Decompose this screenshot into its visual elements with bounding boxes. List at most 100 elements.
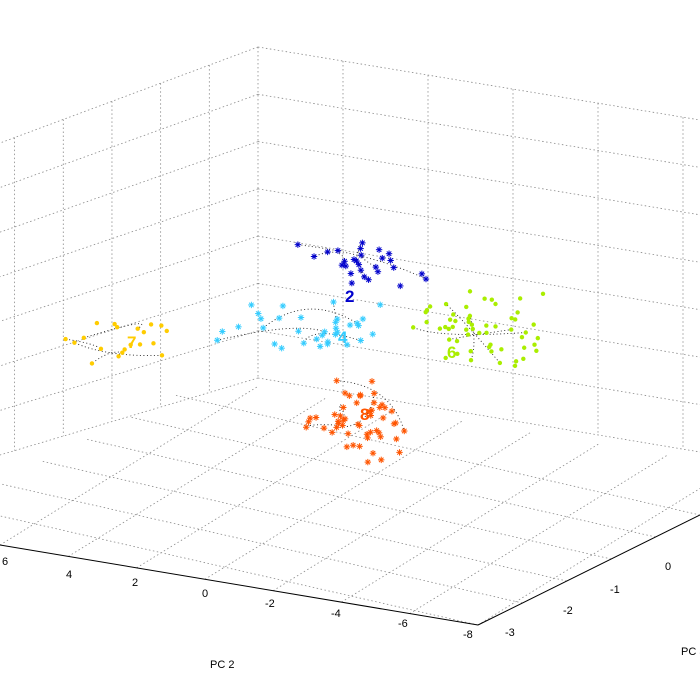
- scatter-point: [259, 324, 267, 332]
- scatter-point: [517, 296, 523, 301]
- scatter-point: [377, 301, 384, 308]
- scatter-point: [427, 304, 433, 309]
- scatter-point: [468, 349, 473, 354]
- scatter-point: [464, 327, 469, 332]
- scatter-point: [451, 312, 456, 317]
- grid-line-floor-a: [341, 443, 600, 603]
- scatter-point: [375, 429, 383, 437]
- grid-line-floor-b: [0, 483, 523, 604]
- trajectory-line: [336, 380, 405, 432]
- scatter-point: [393, 435, 400, 443]
- scatter-point: [81, 335, 87, 341]
- scatter-point: [122, 347, 127, 352]
- scatter-point: [467, 289, 473, 294]
- scatter-point: [357, 391, 364, 399]
- scatter-point: [390, 420, 398, 428]
- scatter-point: [313, 335, 320, 343]
- scatter-point: [388, 407, 396, 415]
- scatter-point: [363, 431, 371, 438]
- scatter-point: [278, 344, 285, 352]
- scatter-point: [310, 253, 318, 260]
- grid-line-right-h: [257, 235, 700, 311]
- cluster-label-8: 8: [360, 405, 369, 424]
- scatter-point: [333, 377, 340, 384]
- trajectory-line: [336, 393, 375, 428]
- scatter-point: [300, 339, 307, 347]
- scatter-point: [499, 347, 504, 352]
- trajectory-line: [262, 308, 358, 329]
- scatter-point: [521, 345, 527, 350]
- scatter-point: [396, 449, 403, 456]
- scatter-point: [348, 279, 356, 287]
- scatter-point: [424, 307, 430, 313]
- scatter-point: [374, 268, 382, 275]
- scatter-point: [531, 322, 536, 327]
- scatter-point: [332, 331, 339, 338]
- scatter-point: [387, 257, 394, 264]
- scatter-point: [357, 337, 364, 344]
- scatter-point: [357, 245, 364, 252]
- scatter-point: [385, 250, 393, 257]
- scatter-point: [63, 336, 68, 342]
- scatter-point: [151, 341, 156, 346]
- scatter-point: [390, 264, 397, 271]
- scatter-point: [219, 328, 226, 335]
- scatter-point: [341, 258, 348, 265]
- grid-line-left-h: [0, 93, 259, 188]
- scatter-point: [337, 412, 344, 420]
- scatter-point: [453, 318, 458, 324]
- scatter-point: [271, 340, 278, 348]
- scatter-point: [397, 282, 404, 290]
- scatter-point: [248, 301, 255, 309]
- scatter-point: [294, 241, 302, 248]
- x-tick-label: 2: [132, 577, 138, 589]
- grid-line-left-h: [0, 235, 259, 322]
- scatter-point: [364, 458, 372, 466]
- scatter-point: [355, 261, 363, 268]
- trajectory-line: [339, 403, 346, 419]
- scatter-point: [347, 270, 355, 277]
- scatter-point: [356, 422, 363, 429]
- scatter-point: [135, 326, 140, 331]
- axes-grid: [0, 46, 700, 626]
- scatter-point: [357, 267, 365, 274]
- scatter-point: [324, 338, 332, 346]
- scatter-point: [120, 350, 125, 355]
- scatter-point: [519, 334, 525, 340]
- grid-line-left-h: [0, 46, 259, 144]
- scatter-point: [353, 320, 361, 327]
- scatter-point: [98, 346, 104, 352]
- scatter-point: [346, 321, 354, 329]
- grid-line-right-h: [257, 283, 700, 358]
- x-tick-label: 4: [66, 569, 72, 581]
- scatter-point: [369, 450, 377, 457]
- grid-line-floor-a: [409, 454, 668, 614]
- scatter-point: [443, 324, 448, 330]
- scatter-point: [497, 360, 503, 366]
- scatter-point: [375, 246, 383, 253]
- scatter-point: [372, 263, 380, 271]
- scatter-point: [356, 443, 363, 450]
- scatter-point: [331, 411, 338, 418]
- scatter-point: [509, 327, 514, 332]
- scatter-point: [468, 357, 474, 363]
- scatter-point: [257, 315, 265, 322]
- x-tick-label: 0: [202, 588, 208, 600]
- scatter-point: [484, 330, 489, 336]
- scatter-point: [466, 316, 471, 321]
- scatter-point: [302, 424, 310, 431]
- grid-line-floor-a: [0, 386, 259, 546]
- scatter-point: [464, 304, 469, 310]
- scatter-point: [410, 325, 416, 330]
- x-tick-label: -8: [463, 629, 473, 641]
- scatter-point: [450, 324, 455, 330]
- grid-line-floor-b: [0, 515, 479, 626]
- scatter-point: [379, 254, 386, 262]
- scatter-point: [353, 399, 360, 407]
- scatter-point: [489, 297, 495, 302]
- scatter-point: [515, 310, 520, 315]
- scatter-point: [466, 319, 471, 325]
- scatter-point: [364, 434, 371, 442]
- scatter-point: [334, 418, 342, 425]
- scatter-point: [159, 323, 164, 328]
